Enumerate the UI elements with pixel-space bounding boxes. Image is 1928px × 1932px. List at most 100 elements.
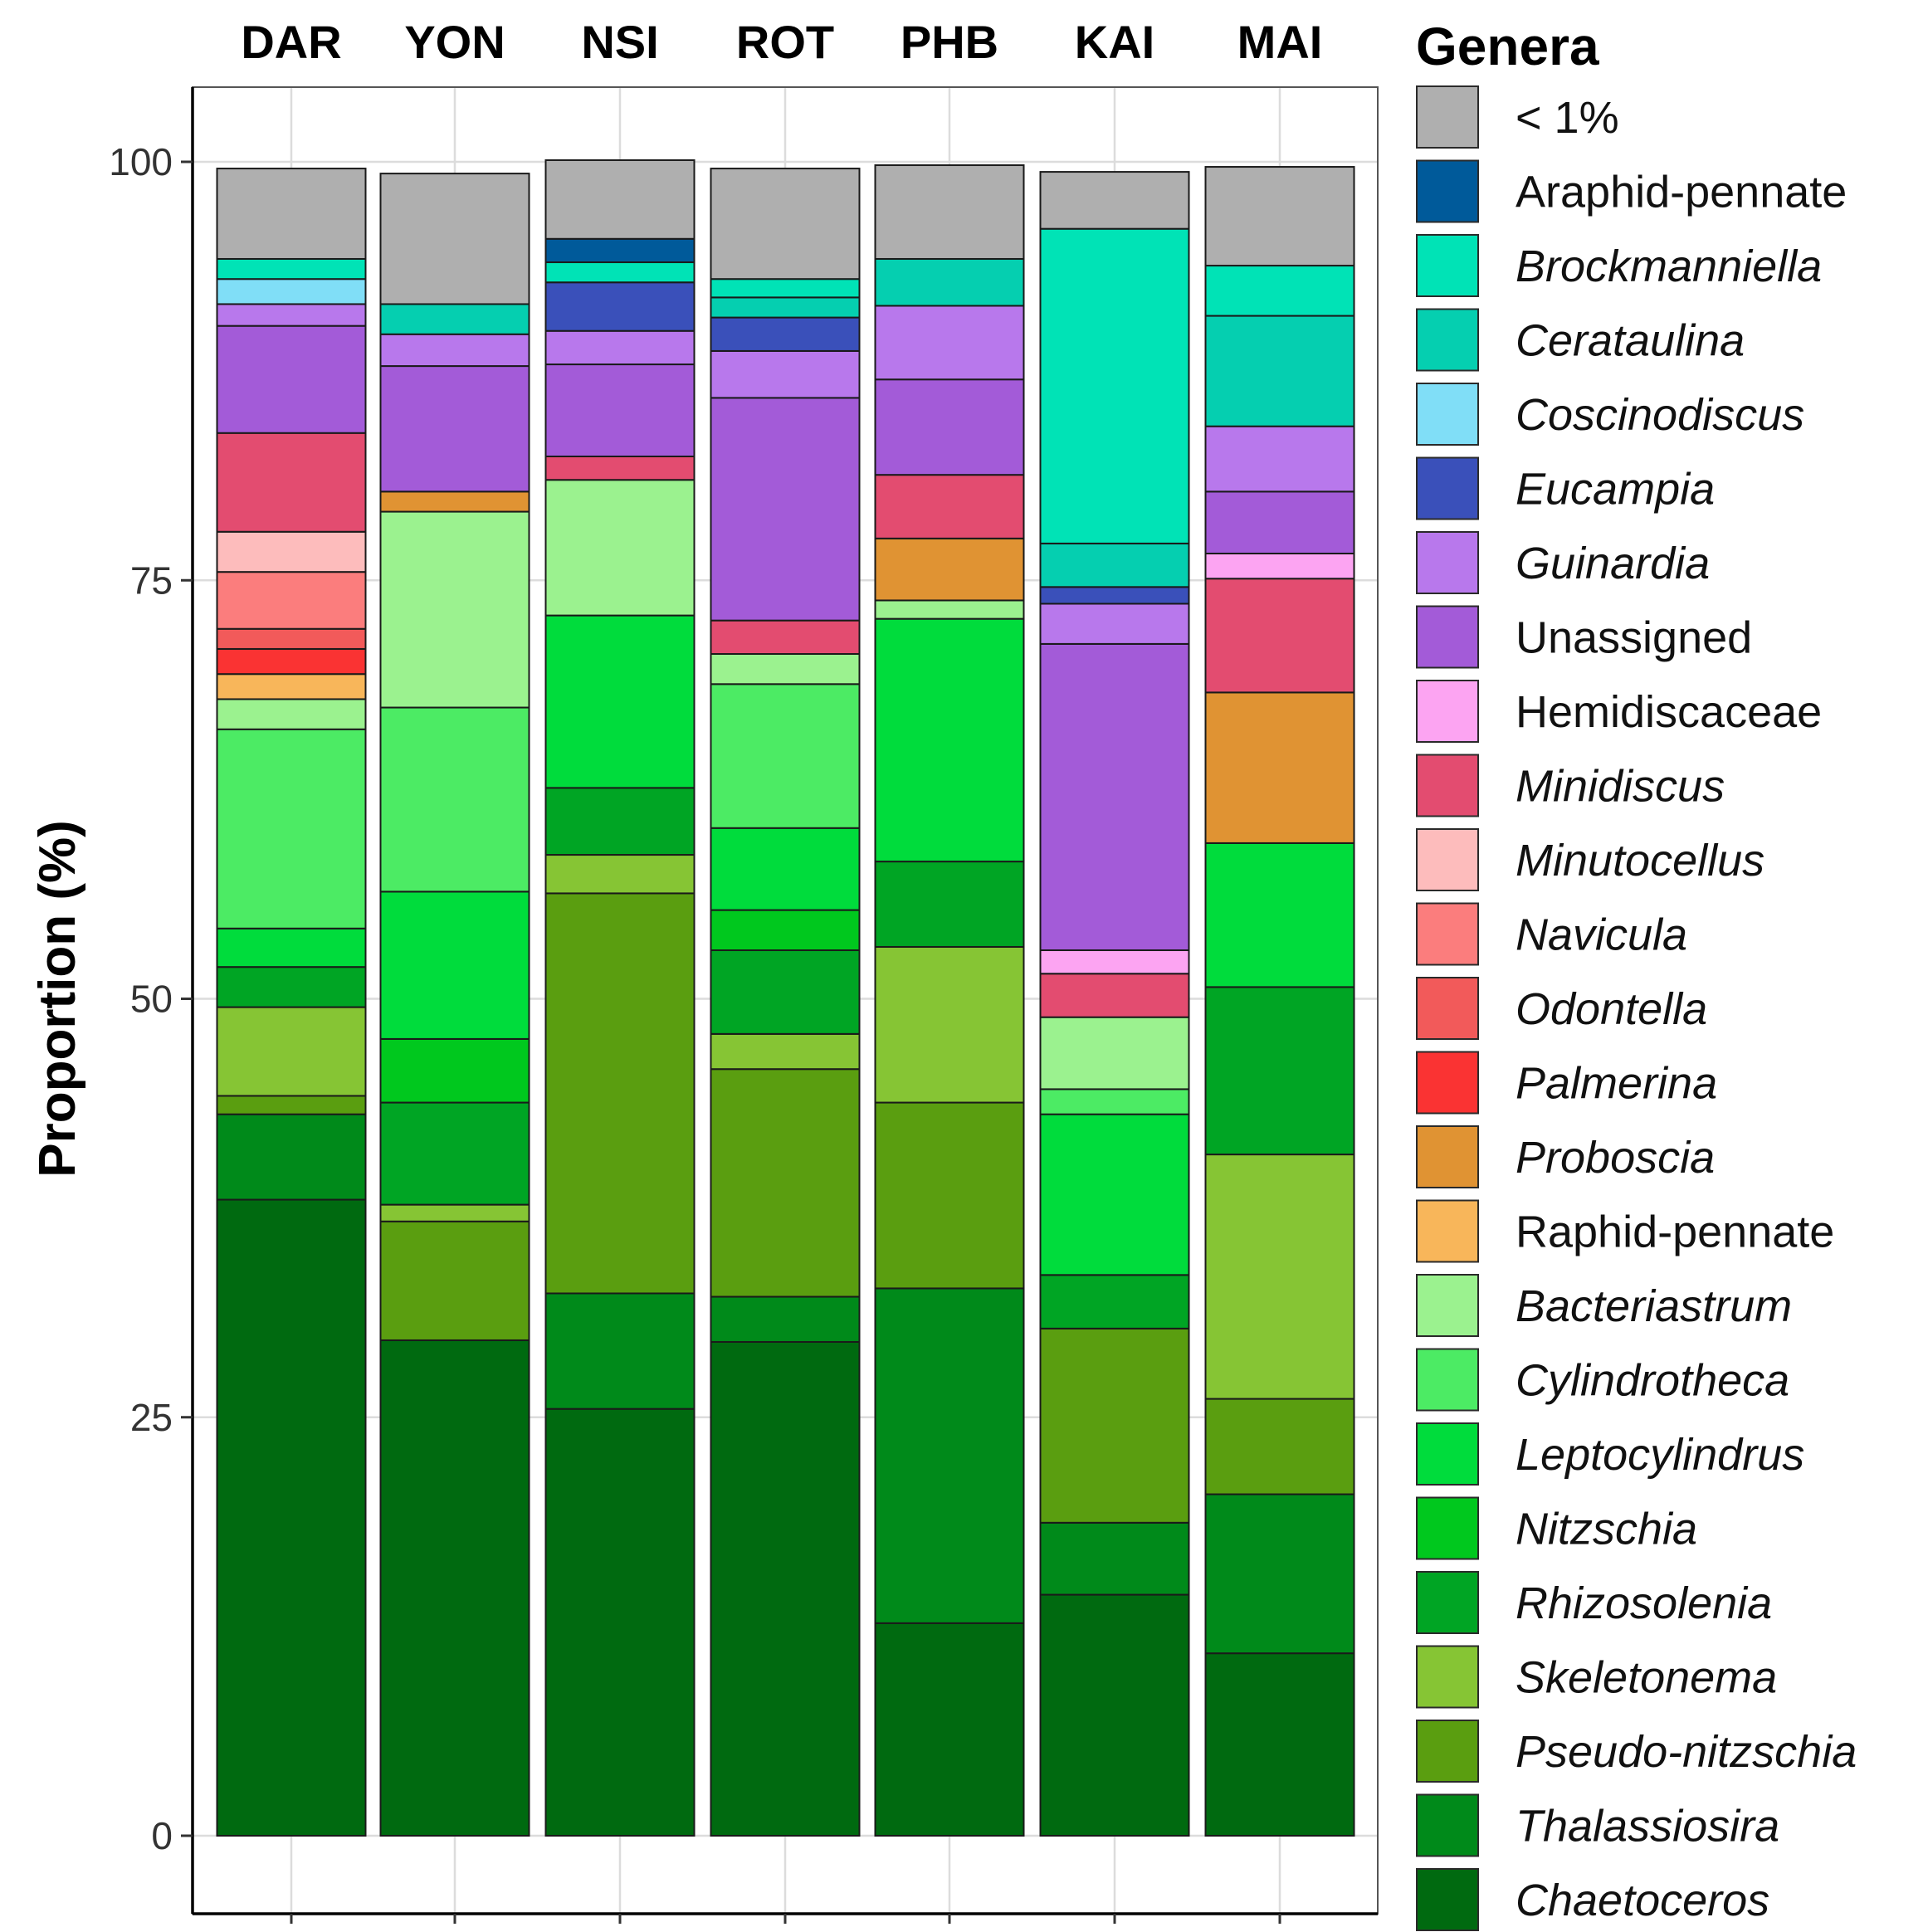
legend-swatch <box>1416 1422 1479 1486</box>
legend-swatch <box>1416 977 1479 1040</box>
bar-segment-yon-unassigned <box>379 365 530 493</box>
legend-item-brockmanniella: Brockmanniella <box>1416 234 1822 297</box>
bar-segment-nsi-bacteriastrum <box>544 479 696 617</box>
legend-swatch <box>1416 1645 1479 1709</box>
bar-segment-dar-chaetoceros <box>216 1198 367 1837</box>
bar-segment-phb-proboscia <box>874 537 1025 602</box>
legend-swatch <box>1416 680 1479 743</box>
bar-segment-mai-proboscia <box>1204 691 1355 844</box>
bar-segment-phb-bacteriastrum <box>874 599 1025 620</box>
bar-segment-kai-pseudo-nitzschia <box>1039 1327 1190 1524</box>
legend-label: Odontella <box>1516 984 1707 1034</box>
bar-segment-mai-leptocylindrus <box>1204 842 1355 988</box>
bar-segment-mai-brockmanniella <box>1204 265 1355 317</box>
legend-label: Cerataulina <box>1516 316 1745 366</box>
legend-label: Hemidiscaceae <box>1516 687 1822 737</box>
bar-segment-nsi-eucampia <box>544 281 696 332</box>
legend-label: Skeletonema <box>1516 1653 1777 1703</box>
legend-label: Minidiscus <box>1516 762 1725 812</box>
bar-segment-dar-bacteriastrum <box>216 698 367 730</box>
bars <box>216 159 1355 1837</box>
bar-segment-phb-cerataulina <box>874 257 1025 307</box>
bar-segment-kai-minidiscus <box>1039 973 1190 1018</box>
bar-segment-dar-leptocylindrus <box>216 927 367 968</box>
legend-item-cylindrotheca: Cylindrotheca <box>1416 1348 1789 1412</box>
legend-item-rhizosolenia: Rhizosolenia <box>1416 1571 1772 1634</box>
legend-item-hemidiscaceae: Hemidiscaceae <box>1416 680 1822 743</box>
bar-segment-dar-1 <box>216 168 367 260</box>
bar-segment-rot-cylindrotheca <box>710 683 861 829</box>
y-tick-label: 25 <box>130 1396 173 1439</box>
bar-segment-rot-bacteriastrum <box>710 652 861 685</box>
bar-segment-phb-pseudo-nitzschia <box>874 1101 1025 1290</box>
legend-label: Navicula <box>1516 910 1687 960</box>
bar-segment-rot-chaetoceros <box>710 1340 861 1837</box>
bar-segment-nsi-rhizosolenia <box>544 787 696 856</box>
bar-segment-phb-guinardia <box>874 305 1025 381</box>
bar-segment-rot-rhizosolenia <box>710 949 861 1035</box>
y-tick-label: 50 <box>130 978 173 1021</box>
legend-item-minidiscus: Minidiscus <box>1416 754 1725 817</box>
bar-segment-phb-thalassiosira <box>874 1287 1025 1624</box>
legend-label: Eucampia <box>1516 465 1715 515</box>
category-label-mai: MAI <box>1237 16 1323 68</box>
legend-swatch <box>1416 1125 1479 1188</box>
legend-swatch <box>1416 605 1479 669</box>
bar-segment-dar-minutocellus <box>216 530 367 573</box>
bar-segment-mai-chaetoceros <box>1204 1652 1355 1837</box>
legend-item-bacteriastrum: Bacteriastrum <box>1416 1274 1792 1337</box>
bar-segment-mai-minidiscus <box>1204 578 1355 694</box>
legend-item-cerataulina: Cerataulina <box>1416 308 1745 372</box>
bar-segment-nsi-brockmanniella <box>544 261 696 284</box>
bar-segment-mai-skeletonema <box>1204 1154 1355 1400</box>
legend-item-coscinodiscus: Coscinodiscus <box>1416 383 1804 446</box>
bar-segment-phb-chaetoceros <box>874 1622 1025 1837</box>
bar-stack-phb <box>874 164 1025 1837</box>
legend-title: Genera <box>1416 17 1599 76</box>
bar-segment-phb-unassigned <box>874 378 1025 476</box>
bar-segment-yon-leptocylindrus <box>379 890 530 1040</box>
bar-segment-phb-1 <box>874 164 1025 260</box>
bar-segment-yon-1 <box>379 173 530 305</box>
bar-segment-kai-chaetoceros <box>1039 1593 1190 1837</box>
bar-segment-dar-guinardia <box>216 303 367 327</box>
legend-swatch <box>1416 1199 1479 1263</box>
bar-segment-dar-pseudo-nitzschia <box>216 1095 367 1115</box>
bar-segment-kai-rhizosolenia <box>1039 1274 1190 1329</box>
bar-segment-nsi-skeletonema <box>544 854 696 895</box>
legend-item-guinardia: Guinardia <box>1416 531 1710 594</box>
legend-label: Raphid-pennate <box>1516 1208 1834 1257</box>
bar-segment-mai-unassigned <box>1204 490 1355 554</box>
bar-segment-nsi-thalassiosira <box>544 1292 696 1410</box>
legend-item-minutocellus: Minutocellus <box>1416 828 1764 891</box>
legend-label: Minutocellus <box>1516 836 1764 886</box>
bar-segment-yon-skeletonema <box>379 1203 530 1222</box>
bar-segment-kai-1 <box>1039 171 1190 230</box>
category-label-kai: KAI <box>1075 16 1154 68</box>
category-label-rot: ROT <box>736 16 834 68</box>
bar-segment-nsi-pseudo-nitzschia <box>544 892 696 1295</box>
bar-segment-mai-rhizosolenia <box>1204 986 1355 1156</box>
legend-item-nitzschia: Nitzschia <box>1416 1496 1697 1560</box>
legend-item-1: < 1% <box>1416 85 1619 149</box>
bar-segment-yon-guinardia <box>379 333 530 368</box>
bar-segment-dar-rhizosolenia <box>216 966 367 1008</box>
bar-segment-yon-nitzschia <box>379 1037 530 1104</box>
category-label-phb: PHB <box>901 16 998 68</box>
bar-segment-dar-coscinodiscus <box>216 278 367 305</box>
bar-stack-dar <box>216 168 367 1837</box>
category-label-yon: YON <box>404 16 505 68</box>
legend-item-eucampia: Eucampia <box>1416 456 1715 520</box>
bar-segment-dar-raphid-pennate <box>216 673 367 700</box>
bar-segment-dar-palmerina <box>216 647 367 676</box>
bar-segment-rot-pseudo-nitzschia <box>710 1068 861 1298</box>
legend-swatch <box>1416 828 1479 891</box>
legend-swatch <box>1416 159 1479 223</box>
legend-label: Bacteriastrum <box>1516 1281 1792 1331</box>
bar-segment-rot-guinardia <box>710 349 861 399</box>
bar-segment-mai-pseudo-nitzschia <box>1204 1398 1355 1495</box>
y-axis-title: Proportion (%) <box>29 820 86 1178</box>
bar-segment-mai-1 <box>1204 166 1355 267</box>
legend-item-leptocylindrus: Leptocylindrus <box>1416 1422 1804 1486</box>
